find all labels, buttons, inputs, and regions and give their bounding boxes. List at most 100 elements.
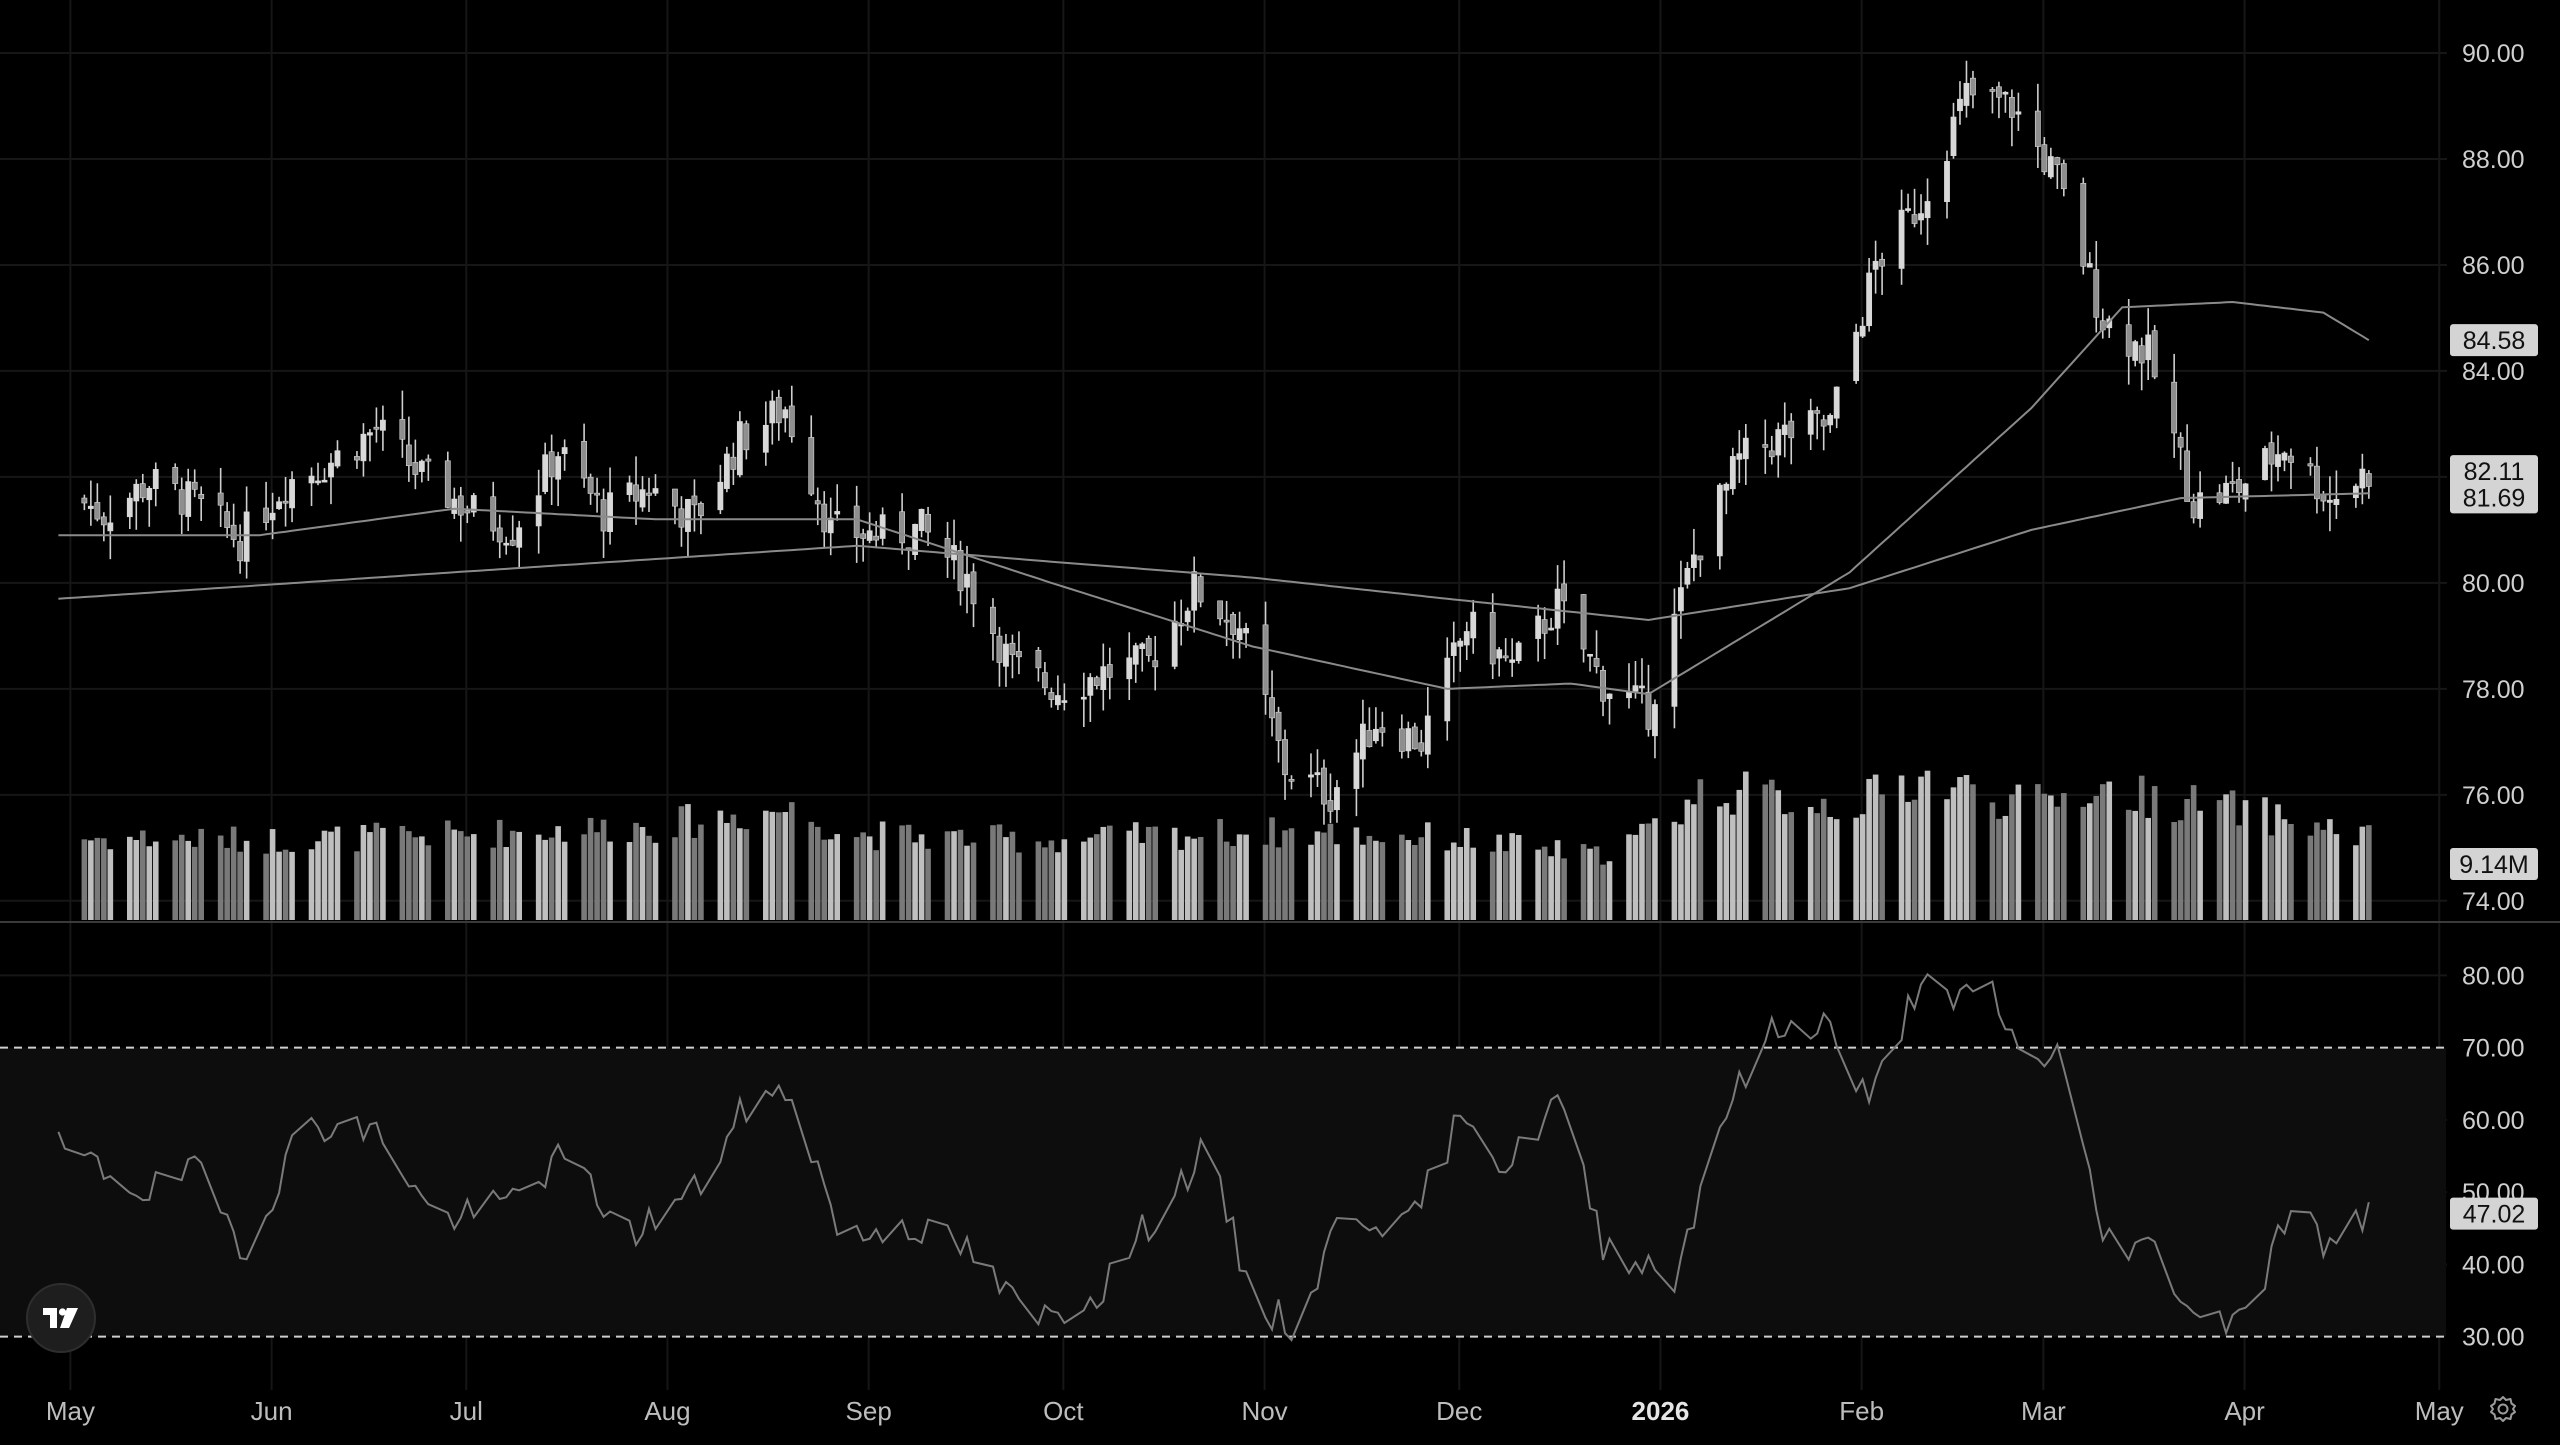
volume-bar [2366, 825, 2372, 920]
volume-bar [925, 848, 931, 920]
candle-body [1768, 450, 1775, 458]
volume-bar [607, 841, 613, 920]
volume-bar [334, 826, 341, 920]
candle-body [1093, 677, 1100, 686]
candle-body [490, 496, 497, 532]
candle-body [1171, 620, 1178, 667]
ma-value-tag: 84.58 [2463, 327, 2526, 355]
rsi-axis-tick-label: 80.00 [2462, 962, 2525, 990]
rsi-axis-tick-label: 30.00 [2462, 1324, 2525, 1352]
price-axis-tick-label: 84.00 [2462, 358, 2525, 386]
candle-body [1541, 619, 1548, 634]
x-axis-tick-label: Feb [1839, 1396, 1884, 1426]
candle-body [1003, 643, 1009, 667]
x-axis-tick-label: May [2415, 1396, 2464, 1426]
candle-body [1314, 772, 1321, 776]
volume-bar [1853, 817, 1859, 920]
volume-bar [1963, 775, 1970, 920]
volume-bar [1236, 834, 1243, 920]
settings-gear-icon[interactable] [2486, 1392, 2520, 1426]
volume-bar [1197, 836, 1204, 920]
volume-bar [464, 836, 471, 920]
volume-bar [821, 839, 828, 920]
x-axis-tick-label: Aug [644, 1396, 690, 1426]
candle-body [2034, 110, 2041, 147]
candle-body [730, 456, 737, 470]
candle-body [2281, 452, 2288, 461]
volume-bar [2145, 817, 2151, 920]
volume-bar [1924, 770, 1931, 920]
candle-body [237, 541, 244, 562]
volume-bar [1379, 842, 1386, 920]
candle-body [957, 549, 964, 592]
volume-bar [328, 831, 334, 920]
candle-body [334, 450, 341, 467]
candle-body [1671, 613, 1678, 707]
volume-bar [1223, 841, 1230, 920]
candle-body [827, 517, 834, 534]
volume-bar [652, 842, 659, 920]
tradingview-logo-icon[interactable] [26, 1283, 96, 1353]
candle-body [2223, 482, 2229, 504]
volume-bar [594, 832, 600, 920]
volume-bar [2054, 806, 2061, 920]
volume-bar [672, 837, 678, 920]
candle-body [2041, 144, 2048, 173]
volume-bar [2359, 826, 2366, 920]
volume-bar [918, 834, 925, 920]
candle-body [2314, 465, 2320, 500]
candlesticks [81, 60, 2372, 825]
rsi-axis-tick-label: 60.00 [2462, 1107, 2525, 1135]
volume-bar [827, 839, 834, 920]
volume-bar [2041, 793, 2048, 920]
candle-body [1905, 208, 1911, 211]
volume-bar [724, 822, 730, 920]
volume-bar [1035, 841, 1042, 920]
volume-bar [1321, 832, 1327, 920]
candle-body [1191, 571, 1198, 611]
candle-body [633, 484, 639, 502]
volume-bar [1288, 828, 1295, 920]
volume-bar [360, 824, 367, 920]
candle-body [503, 542, 510, 546]
x-axis-tick-label: Dec [1436, 1396, 1482, 1426]
volume-bar [191, 846, 198, 920]
ma-value-tag: 81.69 [2463, 484, 2526, 512]
volume-bar [1775, 790, 1782, 920]
candle-body [1989, 89, 1996, 92]
candle-body [1048, 692, 1055, 700]
volume-bar [879, 821, 886, 920]
volume-bar [990, 825, 996, 920]
volume-bar [2236, 825, 2242, 920]
volume-bar [1334, 844, 1340, 920]
candle-body [646, 492, 652, 496]
volume-bar [1580, 844, 1587, 920]
candle-body [289, 479, 295, 509]
volume-bar [1360, 844, 1366, 920]
volume-bar [1042, 847, 1048, 920]
candle-body [1360, 723, 1366, 760]
volume-bar [224, 847, 230, 920]
volume-bar [490, 847, 497, 920]
volume-bar [230, 826, 237, 920]
volume-bar [905, 824, 912, 920]
volume-bar [1762, 784, 1769, 920]
candle-body [2275, 454, 2281, 467]
x-axis-tick-label: May [46, 1396, 95, 1426]
volume-bar [1314, 831, 1321, 920]
candle-body [1606, 693, 1613, 699]
volume-bar [1652, 818, 1658, 920]
candle-body [2047, 156, 2054, 178]
candle-body [191, 481, 198, 490]
volume-bars [81, 770, 2372, 920]
volume-bar [1243, 834, 1249, 920]
volume-bar [912, 842, 918, 920]
volume-bar [1061, 839, 1068, 920]
volume-bar [263, 853, 269, 920]
candle-body [185, 481, 192, 517]
candle-body [1054, 695, 1061, 706]
volume-bar [139, 830, 146, 920]
